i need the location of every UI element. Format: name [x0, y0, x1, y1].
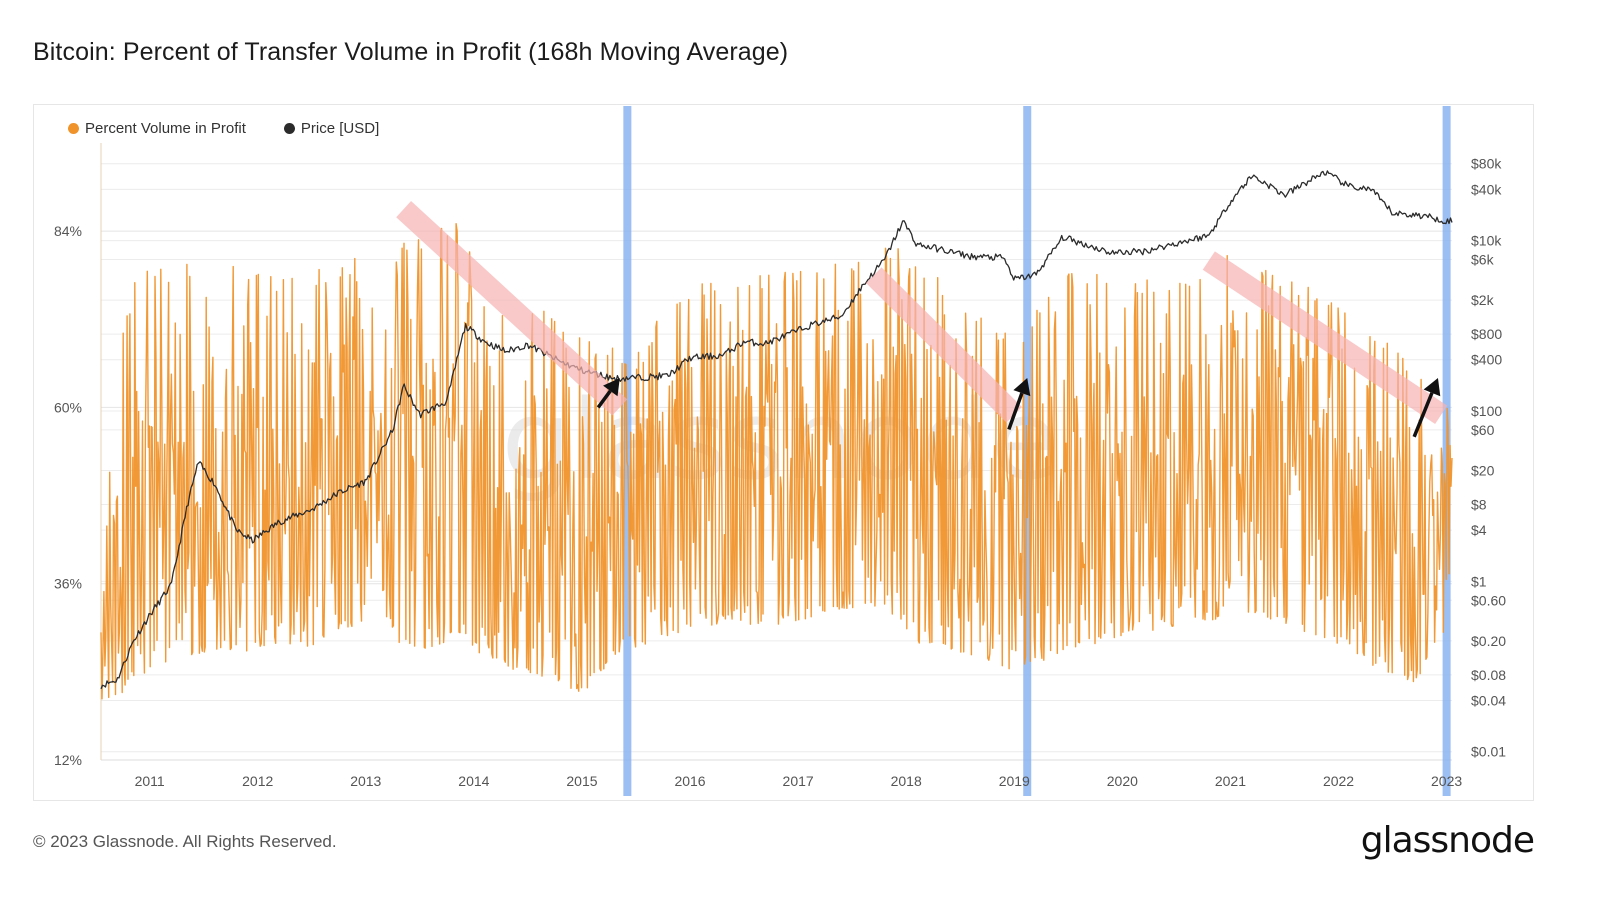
- x-tick-label: 2011: [135, 773, 165, 789]
- y-axis-right: $0.01 $0.04 $0.08 $0.20 $0.60 $1 $4 $8 $20 $60 $10…: [1471, 156, 1506, 760]
- y-right-tick-label: $80k: [1471, 156, 1502, 172]
- arrow-icon: [1412, 392, 1434, 438]
- y-left-tick-label: 84%: [54, 223, 82, 239]
- y-right-tick-label: $0.01: [1471, 744, 1506, 760]
- x-tick-label: 2017: [783, 773, 814, 789]
- legend: Percent Volume in Profit Price [USD]: [68, 120, 379, 137]
- y-right-tick-label: $100: [1471, 403, 1502, 419]
- y-right-tick-label: $1: [1471, 573, 1487, 589]
- y-left-tick-label: 12%: [54, 752, 82, 768]
- x-tick-label: 2022: [1323, 773, 1354, 789]
- y-right-tick-label: $20: [1471, 463, 1495, 479]
- trend-line: [1202, 251, 1448, 424]
- x-tick-label: 2019: [999, 773, 1030, 789]
- percent-line: [100, 222, 1453, 700]
- copyright-text: © 2023 Glassnode. All Rights Reserved.: [33, 832, 337, 851]
- x-tick-label: 2014: [458, 773, 489, 789]
- arrow-head-icon: [603, 378, 620, 397]
- y-right-tick-label: $8: [1471, 496, 1487, 512]
- y-right-tick-label: $2k: [1471, 292, 1495, 308]
- x-tick-label: 2018: [891, 773, 922, 789]
- y-right-tick-label: $40k: [1471, 181, 1502, 197]
- x-tick-label: 2020: [1107, 773, 1138, 789]
- legend-label-percent: Percent Volume in Profit: [85, 120, 246, 137]
- arrow-head-icon: [1423, 378, 1441, 397]
- y-right-tick-label: $0.20: [1471, 633, 1506, 649]
- x-axis: 2011 2012 2013 2014 2015 2016 2017 2018 2019 2020…: [135, 773, 1463, 789]
- price-line: [100, 170, 1453, 690]
- x-tick-label: 2015: [566, 773, 597, 789]
- grid-lines: [100, 143, 1452, 761]
- y-left-tick-label: 36%: [54, 576, 82, 592]
- legend-item-price[interactable]: Price [USD]: [283, 120, 380, 137]
- x-tick-label: 2012: [242, 773, 273, 789]
- percent-series: [100, 222, 1453, 700]
- y-right-tick-label: $0.60: [1471, 592, 1506, 608]
- x-tick-label: 2016: [674, 773, 705, 789]
- legend-item-percent[interactable]: Percent Volume in Profit: [68, 120, 246, 137]
- chart-title: Bitcoin: Percent of Transfer Volume in P…: [33, 38, 789, 66]
- x-tick-label: 2023: [1431, 773, 1462, 789]
- legend-dot-percent-icon: [68, 123, 79, 134]
- y-axis-left: 12% 36% 60% 84%: [54, 223, 82, 768]
- y-right-tick-label: $0.04: [1471, 692, 1506, 708]
- legend-label-price: Price [USD]: [300, 120, 380, 137]
- trend-line: [396, 201, 628, 416]
- y-right-tick-label: $10k: [1471, 233, 1502, 249]
- y-right-tick-label: $60: [1471, 422, 1495, 438]
- y-right-tick-label: $6k: [1471, 252, 1495, 268]
- price-series: [100, 170, 1453, 690]
- arrow-annotations: [596, 378, 1441, 438]
- arrow-icon: [596, 389, 612, 409]
- y-right-tick-label: $0.08: [1471, 667, 1506, 683]
- y-right-tick-label: $4: [1471, 522, 1487, 538]
- y-right-tick-label: $800: [1471, 326, 1502, 342]
- arrow-icon: [1007, 392, 1024, 431]
- y-right-tick-label: $400: [1471, 352, 1502, 368]
- trend-line: [866, 267, 1023, 423]
- arrow-head-icon: [1013, 378, 1031, 397]
- x-tick-label: 2021: [1215, 773, 1246, 789]
- x-tick-label: 2013: [350, 773, 381, 789]
- glassnode-logo: glassnode: [1360, 820, 1535, 861]
- trend-annotations: [396, 201, 1448, 424]
- legend-dot-price-icon: [283, 123, 295, 134]
- y-left-tick-label: 60%: [54, 399, 82, 415]
